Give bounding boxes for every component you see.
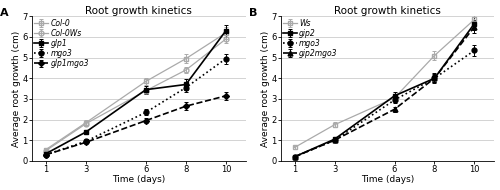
Legend: Ws, gip2, mgo3, gip2mgo3: Ws, gip2, mgo3, gip2mgo3 bbox=[282, 17, 339, 60]
Y-axis label: Average root growth (cm): Average root growth (cm) bbox=[12, 30, 21, 147]
Text: A: A bbox=[0, 8, 8, 18]
X-axis label: Time (days): Time (days) bbox=[361, 175, 414, 184]
Title: Root growth kinetics: Root growth kinetics bbox=[334, 6, 441, 16]
Legend: Col-0, Col-0Ws, glp1, mgo3, glp1mgo3: Col-0, Col-0Ws, glp1, mgo3, glp1mgo3 bbox=[32, 17, 90, 70]
Y-axis label: Average root growth (cm): Average root growth (cm) bbox=[260, 30, 270, 147]
X-axis label: Time (days): Time (days) bbox=[112, 175, 166, 184]
Text: B: B bbox=[248, 8, 257, 18]
Title: Root growth kinetics: Root growth kinetics bbox=[86, 6, 192, 16]
